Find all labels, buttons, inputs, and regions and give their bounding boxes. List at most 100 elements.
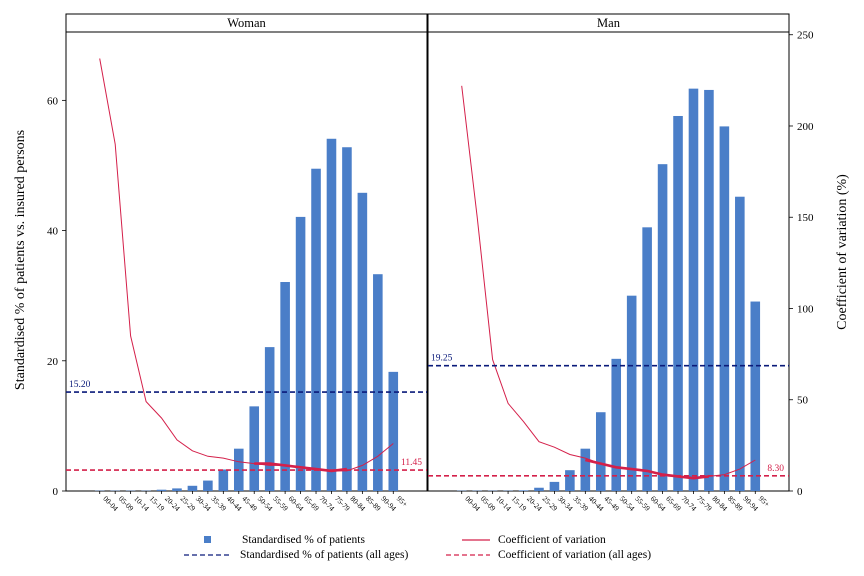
x-tick-label: 60-64 xyxy=(287,494,306,513)
x-tick-label: 50-54 xyxy=(256,494,275,513)
bar xyxy=(342,147,352,492)
bar xyxy=(264,347,275,491)
bar xyxy=(156,489,167,491)
bar xyxy=(373,274,383,491)
legend-cv-label: Coefficient of variation xyxy=(498,534,606,546)
legend-cv-all-label: Coefficient of variation (all ages) xyxy=(498,549,651,561)
x-tick-label: 75-79 xyxy=(333,494,352,513)
x-tick-label: 15-19 xyxy=(148,494,167,513)
legend-bars-label: Standardised % of patients xyxy=(242,534,365,546)
bar xyxy=(611,358,622,491)
x-tick-label: 20-24 xyxy=(163,494,182,513)
x-tick-label: 45-49 xyxy=(240,494,259,513)
panel-frame xyxy=(427,31,790,492)
x-tick-label: 05-09 xyxy=(117,494,136,513)
x-tick-label: 55-59 xyxy=(633,494,652,513)
x-tick-label: 60-64 xyxy=(649,494,668,513)
x-tick-label: 40-44 xyxy=(587,494,606,513)
x-tick-label: 90-94 xyxy=(741,494,760,513)
panel-title: Man xyxy=(597,16,621,30)
x-tick-label: 45-49 xyxy=(602,494,621,513)
x-tick-label: 85-89 xyxy=(364,494,383,513)
x-tick-label: 35-39 xyxy=(209,494,228,513)
x-tick-label: 85-89 xyxy=(726,494,745,513)
x-tick-label: 05-09 xyxy=(479,494,498,513)
bar xyxy=(518,490,529,491)
x-tick-label: 10-14 xyxy=(494,494,513,513)
bar xyxy=(750,301,761,491)
panel-title: Woman xyxy=(227,16,266,30)
y-axis-left-label: Standardised % of patients vs. insured p… xyxy=(13,130,28,390)
bar xyxy=(719,126,730,492)
x-tick-label: 10-14 xyxy=(132,494,151,513)
x-tick-label: 80-84 xyxy=(348,494,367,513)
axes-layer: 0 20 40 60 0 50 100 150 200 250 xyxy=(47,30,814,498)
y-right-tick-label: 0 xyxy=(797,486,803,498)
bar xyxy=(595,412,606,491)
x-tick-label: 35-39 xyxy=(571,494,590,513)
y-axis-right-label: Coefficient of variation (%) xyxy=(835,174,850,330)
bar xyxy=(735,196,745,491)
x-tick-label: 90-94 xyxy=(379,494,398,513)
legend: Standardised % of patients Coefficient o… xyxy=(184,534,651,561)
bar xyxy=(704,89,714,491)
x-tick-label: 80-84 xyxy=(710,494,729,513)
bar xyxy=(326,138,337,491)
x-tick-label: 50-54 xyxy=(618,494,637,513)
bar xyxy=(688,88,699,491)
bar xyxy=(673,115,683,492)
bar xyxy=(626,295,637,491)
x-tick-label: 15-19 xyxy=(510,494,529,513)
bar xyxy=(565,470,575,491)
bar xyxy=(218,469,229,491)
x-tick-label: 25-29 xyxy=(541,494,560,513)
x-tick-label: 30-34 xyxy=(194,494,213,513)
bar xyxy=(295,216,306,491)
bar xyxy=(580,448,591,491)
bars-all-ages-label: 19.25 xyxy=(431,354,453,364)
x-tick-label: 70-74 xyxy=(318,494,337,513)
bar xyxy=(172,488,182,491)
bar xyxy=(187,485,198,491)
x-tick-label: 70-74 xyxy=(680,494,699,513)
cv-all-ages-label: 11.45 xyxy=(401,458,422,468)
bar xyxy=(280,282,290,491)
x-tick-label: 40-44 xyxy=(225,494,244,513)
x-tick-label: 55-59 xyxy=(271,494,290,513)
bar xyxy=(549,481,560,491)
y-right-tick-label: 250 xyxy=(797,30,814,42)
y-right-tick-label: 200 xyxy=(797,121,814,133)
x-tick-label: 65-69 xyxy=(302,494,321,513)
panel-0: Woman 15.20 11.45 00-0405-0910-1415-1920-24… xyxy=(65,13,428,513)
panel-frame xyxy=(65,31,428,492)
x-tick-label: 00-04 xyxy=(463,494,482,513)
cv-line xyxy=(99,58,394,472)
x-tick-label: 65-69 xyxy=(664,494,683,513)
x-tick-label: 25-29 xyxy=(179,494,198,513)
panel-1: Man 19.25 8.30 00-0405-0910-1415-1920-2425-… xyxy=(427,13,790,513)
bar xyxy=(534,487,544,491)
y-left-tick-label: 0 xyxy=(53,486,59,498)
x-tick-label: 30-34 xyxy=(556,494,575,513)
bar xyxy=(249,406,260,491)
y-right-tick-label: 100 xyxy=(797,303,814,315)
bar xyxy=(388,371,399,491)
panels-layer: Woman15.2011.4500-0405-0910-1415-1920-24… xyxy=(65,13,790,513)
y-left-tick-label: 20 xyxy=(47,356,59,368)
bar xyxy=(311,168,321,491)
cv-all-ages-label: 8.30 xyxy=(767,464,784,474)
cv-smooth-line xyxy=(585,458,710,480)
y-right-tick-label: 50 xyxy=(797,395,809,407)
bars-all-ages-label: 15.20 xyxy=(69,380,91,390)
y-left-tick-label: 60 xyxy=(47,95,59,107)
legend-bars-swatch xyxy=(204,536,211,543)
bar xyxy=(657,164,668,492)
bar xyxy=(203,480,213,491)
legend-bars-all-label: Standardised % of patients (all ages) xyxy=(240,549,408,561)
y-left-tick-label: 40 xyxy=(47,226,59,238)
bar xyxy=(357,192,368,491)
x-tick-label: 00-04 xyxy=(101,494,120,513)
y-right-tick-label: 150 xyxy=(797,212,814,224)
bar xyxy=(642,227,652,491)
